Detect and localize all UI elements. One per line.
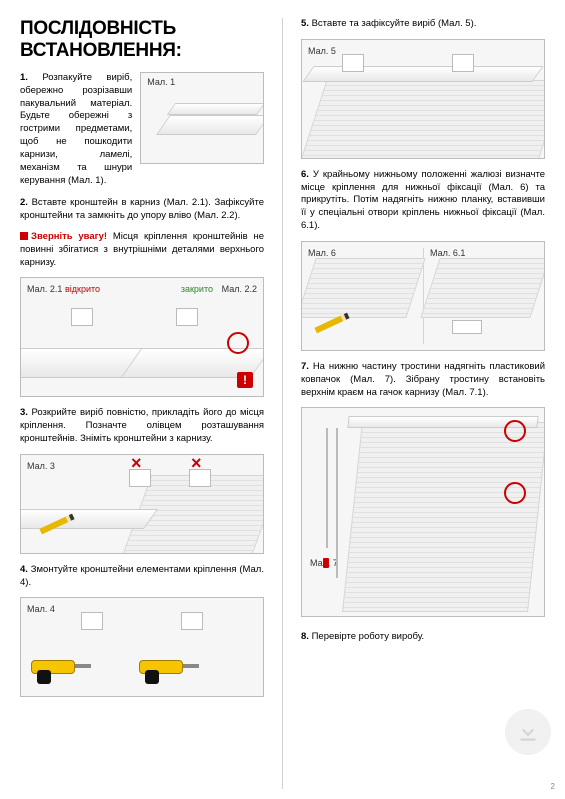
step-5-text: Вставте та зафіксуйте виріб (Мал. 5). bbox=[312, 18, 477, 29]
step-5: 5. Вставте та зафіксуйте виріб (Мал. 5). bbox=[301, 18, 545, 31]
step-1-num: 1. bbox=[20, 72, 28, 83]
step-6-text: У крайньому нижньому положенні жалюзі ви… bbox=[301, 169, 545, 231]
figure-2: Мал. 2.1 відкрито закрито Мал. 2.2 ! bbox=[20, 277, 264, 397]
step-8-text: Перевірте роботу виробу. bbox=[312, 631, 425, 642]
x-mark-icon: × bbox=[191, 455, 202, 474]
step-3-text: Розкрийте виріб повністю, прикладіть йог… bbox=[20, 407, 264, 444]
step-7-num: 7. bbox=[301, 361, 309, 372]
step-3-num: 3. bbox=[20, 407, 28, 418]
step-4-num: 4. bbox=[20, 564, 28, 575]
step-4: 4. Змонтуйте кронштейни елементами кріпл… bbox=[20, 564, 264, 590]
attention-block: Зверніть увагу! Місця кріплення кронштей… bbox=[20, 231, 264, 269]
drill-icon bbox=[31, 654, 91, 682]
column-divider bbox=[282, 18, 283, 789]
step-2-num: 2. bbox=[20, 197, 28, 208]
step-3: 3. Розкрийте виріб повністю, прикладіть … bbox=[20, 407, 264, 445]
step-5-num: 5. bbox=[301, 18, 309, 29]
step-6: 6. У крайньому нижньому положенні жалюзі… bbox=[301, 169, 545, 233]
step-1-text: Розпакуйте виріб, обережно розрізавши па… bbox=[20, 72, 132, 186]
attention-label: Зверніть увагу! bbox=[31, 231, 107, 242]
step-8-num: 8. bbox=[301, 631, 309, 642]
attention-icon bbox=[20, 232, 28, 240]
step-7-text: На нижню частину тростини надягніть плас… bbox=[301, 361, 545, 398]
figure-7: Мал. 7 Мал. 7.1 bbox=[301, 407, 545, 617]
figure-5: Мал. 5 bbox=[301, 39, 545, 159]
x-mark-icon: × bbox=[131, 455, 142, 474]
page-title: ПОСЛІДОВНІСТЬ ВСТАНОВЛЕННЯ: bbox=[20, 18, 264, 62]
figure-4: Мал. 4 bbox=[20, 597, 264, 697]
download-watermark-icon bbox=[505, 709, 551, 755]
step-2-text: Вставте кронштейн в карниз (Мал. 2.1). З… bbox=[20, 197, 264, 221]
drill-icon bbox=[139, 654, 199, 682]
step-7: 7. На нижню частину тростини надягніть п… bbox=[301, 361, 545, 399]
figure-6: Мал. 6 Мал. 6.1 bbox=[301, 241, 545, 351]
page-number: 2 bbox=[551, 782, 555, 791]
step-1: 1. Розпакуйте виріб, обережно розрізавши… bbox=[20, 72, 132, 187]
step-6-num: 6. bbox=[301, 169, 309, 180]
left-column: ПОСЛІДОВНІСТЬ ВСТАНОВЛЕННЯ: 1. Розпакуйт… bbox=[20, 18, 264, 789]
figure-3: Мал. 3 × × bbox=[20, 454, 264, 554]
step-8: 8. Перевірте роботу виробу. bbox=[301, 631, 545, 644]
step-2: 2. Вставте кронштейн в карниз (Мал. 2.1)… bbox=[20, 197, 264, 223]
step-4-text: Змонтуйте кронштейни елементами кріпленн… bbox=[20, 564, 264, 588]
warning-icon: ! bbox=[237, 372, 253, 388]
figure-1: Мал. 1 bbox=[140, 72, 264, 164]
right-column: 5. Вставте та зафіксуйте виріб (Мал. 5).… bbox=[301, 18, 545, 789]
